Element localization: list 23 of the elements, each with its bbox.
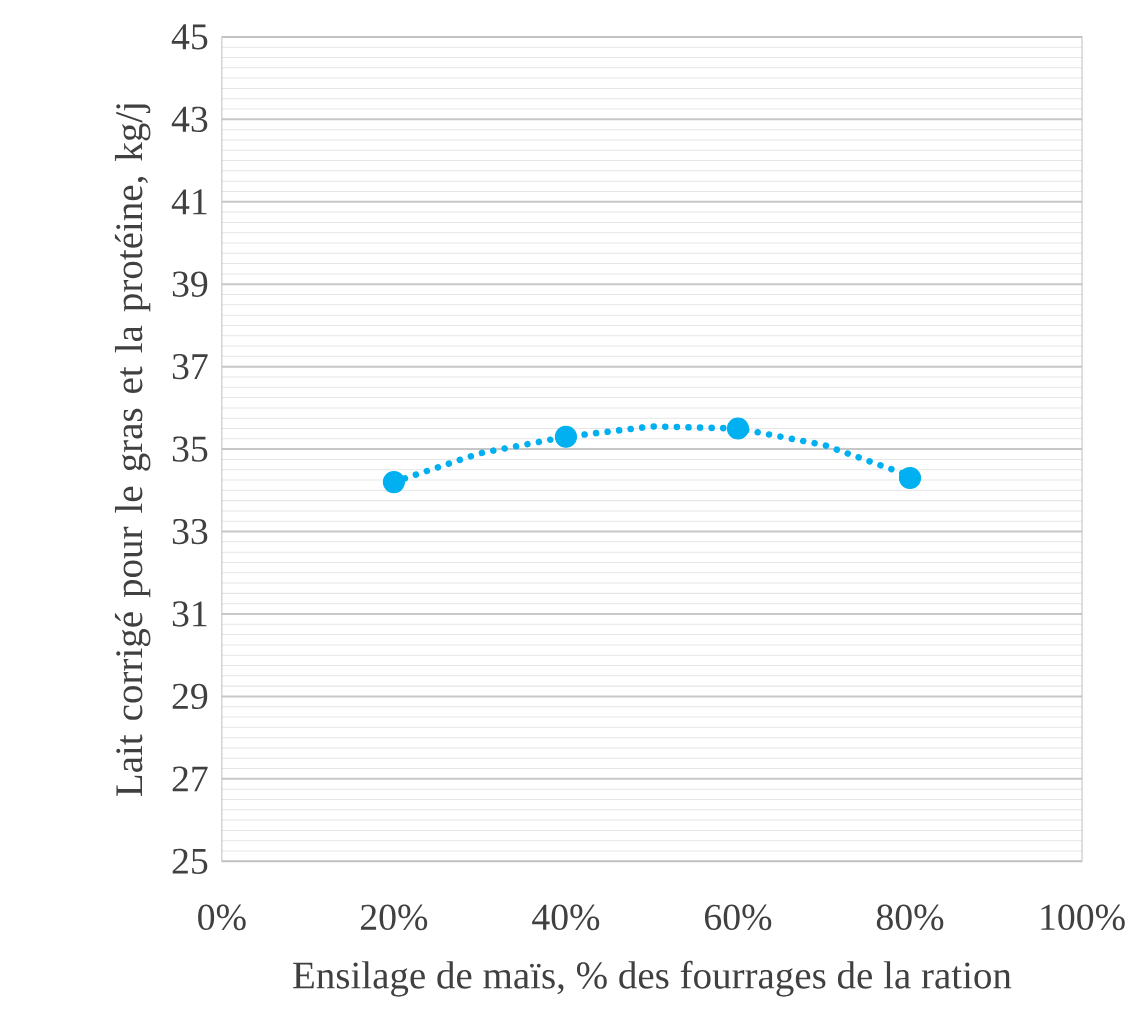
x-tick-label: 40%	[532, 904, 600, 930]
y-tick-label: 35	[172, 436, 208, 462]
y-axis-title: Lait corrigé pour le gras et la protéine, kg/j	[114, 104, 151, 796]
x-tick-label: 20%	[360, 904, 428, 930]
x-tick-label: 0%	[198, 904, 246, 930]
point	[898, 466, 922, 489]
x-tick-label: 100%	[1041, 904, 1125, 930]
y-tick-label: 45	[171, 24, 208, 50]
point	[382, 470, 405, 493]
y-tick-label: 27	[172, 766, 208, 792]
y-tick-label: 39	[172, 271, 208, 297]
y-tick-label: 37	[172, 353, 208, 380]
y-tick-label: 31	[172, 601, 207, 627]
x-tick-label: 60%	[705, 904, 772, 930]
y-tick-label: 41	[171, 189, 207, 215]
x-axis-title: Ensilage de maïs, % des fourrages de la ration	[293, 960, 1012, 997]
y-tick-label: 25	[172, 848, 208, 874]
point	[554, 425, 577, 448]
point	[726, 417, 750, 440]
y-tick-label: 43	[171, 106, 208, 132]
y-tick-label: 29	[172, 683, 208, 709]
x-tick-label: 80%	[876, 904, 944, 930]
y-tick-label: 33	[172, 518, 208, 544]
